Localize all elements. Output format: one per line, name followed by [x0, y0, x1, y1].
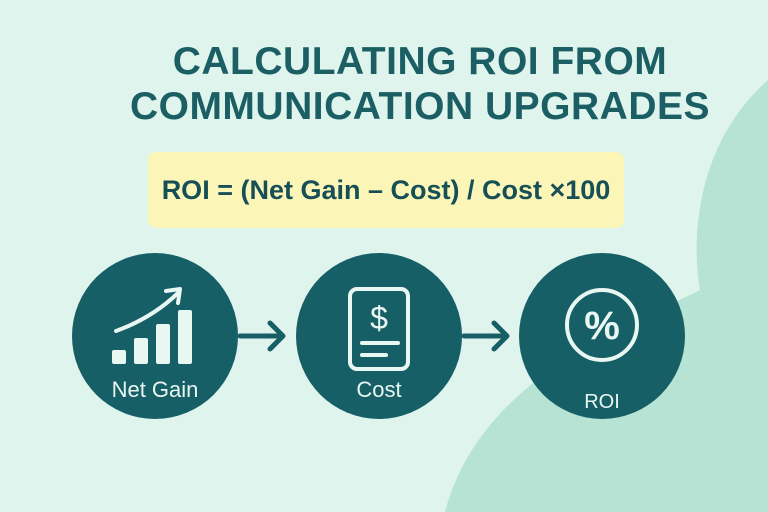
step-label: ROI	[584, 391, 620, 413]
step-cost: $ Cost	[296, 253, 462, 419]
dollar-receipt-icon: $	[348, 287, 410, 371]
arrow-right-icon	[462, 320, 510, 352]
step-net-gain: Net Gain	[72, 253, 238, 419]
step-roi: % ROI	[519, 253, 685, 419]
percent-icon: %	[565, 288, 639, 362]
bar-chart-growth-icon	[112, 287, 192, 364]
arrow-right-icon	[238, 320, 286, 352]
step-label: Net Gain	[111, 377, 199, 402]
roi-formula: ROI = (Net Gain – Cost) / Cost ×100	[148, 152, 624, 228]
title-line-1: CALCULATING ROI FROM	[172, 40, 668, 83]
svg-text:$: $	[370, 300, 388, 336]
step-label: Cost	[356, 377, 402, 402]
title-line-2: COMMUNICATION UPGRADES	[129, 85, 711, 128]
svg-text:%: %	[584, 304, 620, 348]
